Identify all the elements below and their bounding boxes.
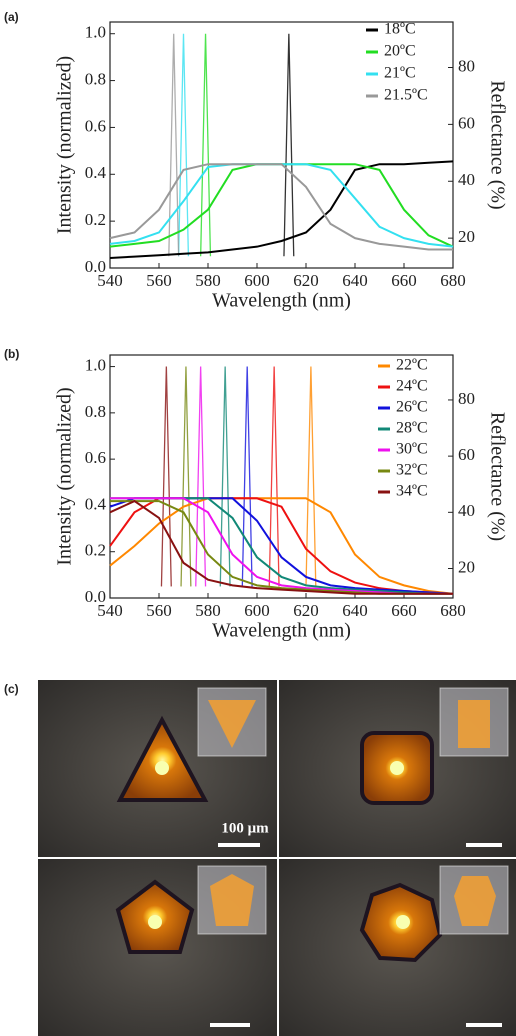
y-tick-label: 0.6 xyxy=(85,116,106,135)
inset-crystal xyxy=(454,876,496,926)
emission-peak xyxy=(283,33,295,257)
scale-bars xyxy=(210,843,502,1027)
legend-label: 26ºC xyxy=(396,399,428,416)
x-tick-label: 640 xyxy=(342,601,368,620)
emission-peak xyxy=(219,366,231,587)
x-tick-label: 620 xyxy=(293,601,319,620)
emission-peak xyxy=(200,33,212,257)
y-tick-label: 0.2 xyxy=(85,541,106,560)
x-tick-label: 600 xyxy=(244,601,270,620)
x-tick-label: 560 xyxy=(146,271,172,290)
y2-tick-label: 60 xyxy=(458,113,475,132)
reflectance-line xyxy=(109,163,453,251)
y2-tick-label: 80 xyxy=(458,389,475,408)
y-tick-label: 1.0 xyxy=(85,23,106,42)
y-tick-label: 0.8 xyxy=(85,69,106,88)
y-tick-label: 0.0 xyxy=(85,587,106,606)
y-tick-label: 0.4 xyxy=(85,494,107,513)
y-tick-label: 0.4 xyxy=(85,163,107,182)
scale-label: 100 μm xyxy=(221,820,269,836)
legend-label: 18ºC xyxy=(384,21,416,38)
emission-peak xyxy=(305,366,317,587)
legend-label: 21.5ºC xyxy=(384,87,428,104)
legend-label: 28ºC xyxy=(396,420,428,437)
x-tick-label: 680 xyxy=(440,271,466,290)
emission-peak xyxy=(177,33,190,257)
y-tick-label: 0.6 xyxy=(85,448,106,467)
emission-peak xyxy=(268,366,280,587)
y-tick-label: 0.0 xyxy=(85,257,106,276)
y2-tick-label: 20 xyxy=(458,227,475,246)
legend-label: 32ºC xyxy=(396,462,428,479)
x-tick-label: 660 xyxy=(391,601,417,620)
particle-glow xyxy=(148,915,162,929)
y2-tick-label: 20 xyxy=(458,557,475,576)
particle xyxy=(116,715,209,802)
x-tick-label: 680 xyxy=(440,601,466,620)
panel-label: (a) xyxy=(4,10,19,24)
x-tick-label: 560 xyxy=(146,601,172,620)
inset-crystals xyxy=(208,700,496,926)
x-tick-label: 600 xyxy=(244,271,270,290)
y-tick-label: 0.8 xyxy=(85,402,106,421)
inset-cubes xyxy=(197,687,509,935)
legend-label: 24ºC xyxy=(396,378,428,395)
x-tick-label: 620 xyxy=(293,271,319,290)
y2-tick-label: 80 xyxy=(458,56,475,75)
y-tick-label: 0.2 xyxy=(85,210,106,229)
emission-peak xyxy=(168,33,180,257)
emission-peak xyxy=(195,366,207,587)
panel-label: (c) xyxy=(4,682,19,696)
y2-axis-title: Reflectance (%) xyxy=(486,412,508,541)
x-tick-label: 580 xyxy=(195,271,221,290)
x-tick-label: 660 xyxy=(391,271,417,290)
panel-label: (b) xyxy=(4,347,19,361)
emission-peak xyxy=(180,366,192,587)
plot-frame xyxy=(109,21,454,269)
particle-glow xyxy=(155,761,169,775)
particle-glow xyxy=(396,915,410,929)
x-tick-label: 540 xyxy=(97,271,123,290)
y2-tick-label: 40 xyxy=(458,501,475,520)
y2-tick-label: 60 xyxy=(458,445,475,464)
x-axis-title: Wavelength (nm) xyxy=(212,620,351,642)
y-axis-title: Intensity (normalized) xyxy=(54,56,76,234)
particle-glow xyxy=(390,761,404,775)
photo-panel: 100 μm (c) xyxy=(4,680,516,1036)
emission-peak xyxy=(160,366,172,587)
emission-peak xyxy=(241,366,253,587)
x-tick-label: 640 xyxy=(342,271,368,290)
legend-label: 34ºC xyxy=(396,483,428,500)
y2-axis-title: Reflectance (%) xyxy=(486,80,508,209)
reflectance-line xyxy=(109,497,454,595)
x-axis-title: Wavelength (nm) xyxy=(212,290,351,312)
legend-label: 22ºC xyxy=(396,357,428,374)
plot-frame xyxy=(109,354,454,599)
legend-label: 21ºC xyxy=(384,65,416,82)
y-tick-label: 1.0 xyxy=(85,355,106,374)
legend-label: 30ºC xyxy=(396,441,428,458)
y-axis-title: Intensity (normalized) xyxy=(54,387,76,565)
legend-label: 20ºC xyxy=(384,43,416,60)
inset-crystal xyxy=(210,874,254,926)
inset-crystal xyxy=(458,700,490,748)
inset-crystal xyxy=(208,700,256,748)
x-tick-label: 580 xyxy=(195,601,221,620)
y2-tick-label: 40 xyxy=(458,170,475,189)
reflectance-line xyxy=(109,499,453,595)
reflectance-line xyxy=(109,160,454,260)
x-tick-label: 540 xyxy=(97,601,123,620)
